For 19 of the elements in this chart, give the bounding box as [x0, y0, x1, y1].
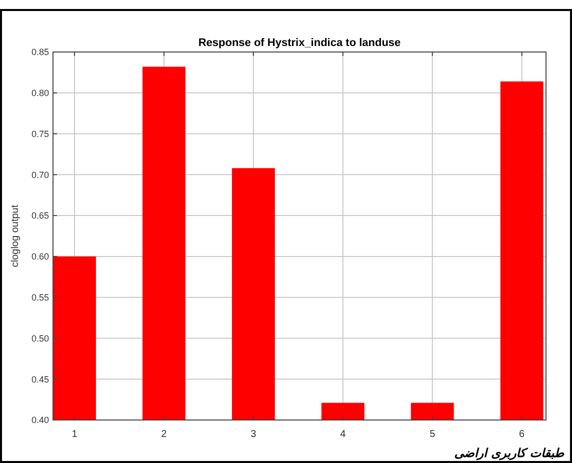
x-tick-label: 3: [250, 429, 257, 440]
y-tick-label: 0.85: [31, 47, 49, 58]
y-tick-label: 0.60: [31, 252, 49, 262]
y-tick-label: 0.65: [31, 210, 49, 221]
y-tick-label: 0.50: [31, 333, 49, 344]
y-tick-label: 0.55: [31, 292, 49, 302]
x-tick-label: 1: [72, 429, 78, 440]
y-tick-label: 0.80: [31, 88, 49, 98]
x-tick-label: 4: [340, 429, 346, 440]
y-tick-label: 0.40: [31, 415, 49, 426]
x-tick-label: 5: [430, 429, 436, 440]
y-axis-title: cloglog output: [10, 204, 21, 268]
x-axis-title: طبقات کاربری اراضی: [454, 446, 564, 461]
y-tick-label: 0.75: [31, 128, 49, 139]
x-tick-label: 2: [161, 429, 168, 440]
y-tick-label: 0.45: [31, 374, 49, 384]
x-tick-label: 6: [519, 429, 526, 440]
chart-title: Response of Hystrix_indica to landuse: [198, 37, 401, 49]
y-tick-label: 0.70: [31, 170, 49, 180]
